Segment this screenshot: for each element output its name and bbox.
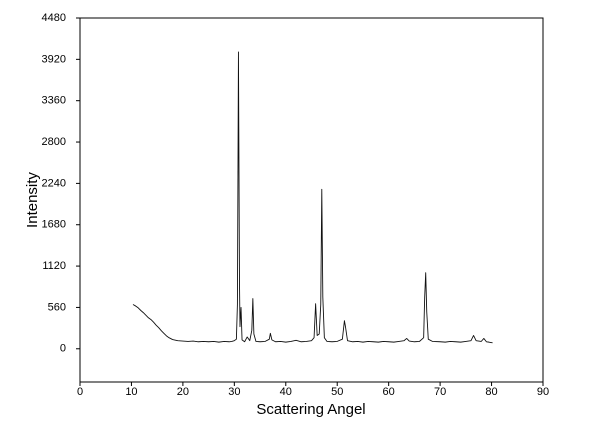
y-tick-label: 3920 [42,53,66,65]
x-tick-label: 80 [485,386,497,398]
x-axis-title: Scattering Angel [256,401,365,418]
x-tick-label: 70 [434,386,446,398]
y-tick-label: 3360 [42,95,66,107]
data-line [132,51,493,344]
x-tick-label: 20 [177,386,189,398]
x-tick-label: 50 [331,386,343,398]
x-tick-label: 90 [537,386,549,398]
y-tick-label: 560 [48,301,66,313]
y-tick-label: 1680 [42,219,66,231]
x-tick-label: 40 [280,386,292,398]
x-tick-label: 30 [228,386,240,398]
y-tick-label: 0 [60,343,66,355]
x-tick-label: 0 [77,386,83,398]
y-tick-label: 1120 [42,260,66,272]
x-tick-label: 10 [125,386,137,398]
y-tick-label: 2800 [42,136,66,148]
y-tick-label: 4480 [42,12,66,24]
y-axis-title: Intensity [24,172,41,228]
x-tick-label: 60 [383,386,395,398]
y-tick-label: 2240 [42,177,66,189]
plot-frame [79,17,544,383]
